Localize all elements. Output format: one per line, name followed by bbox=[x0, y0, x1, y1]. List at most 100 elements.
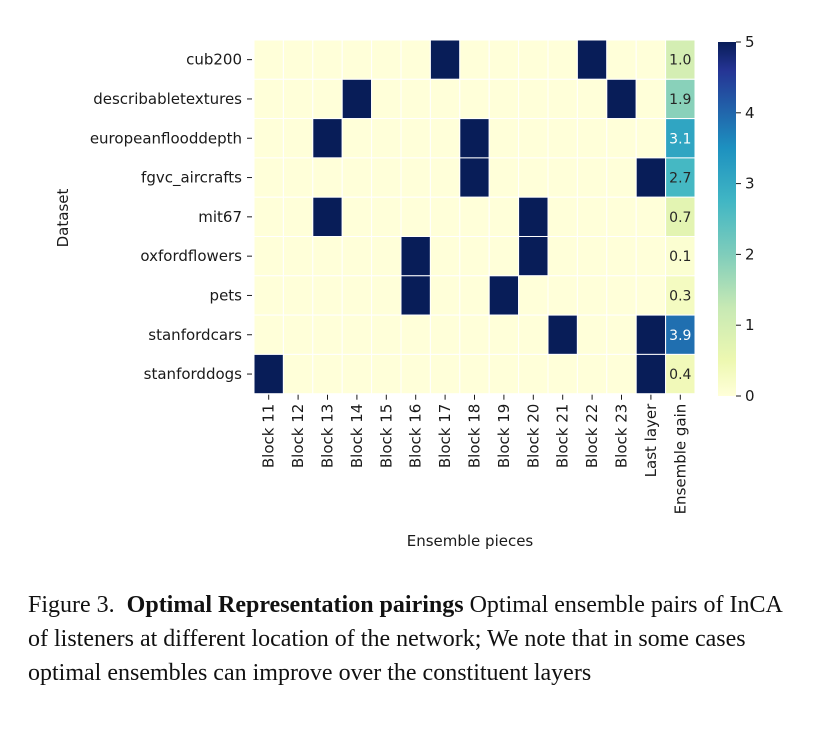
heatmap-cell bbox=[312, 118, 343, 159]
heatmap-cells: 1.0 1.9 3.1 2.7 0.7 0.1 0.3 3.9 0.4 bbox=[253, 39, 696, 395]
heatmap-cell bbox=[400, 236, 431, 277]
heatmap-cell bbox=[665, 39, 696, 80]
heatmap-cell bbox=[400, 118, 431, 159]
heatmap-cell bbox=[341, 39, 373, 80]
heatmap-cell bbox=[400, 353, 431, 395]
caption-text: Optimal ensemble pairs of InCA of listen… bbox=[28, 592, 782, 686]
heatmap-cell bbox=[576, 275, 608, 316]
heatmap-cell bbox=[312, 353, 343, 395]
heatmap-cell bbox=[576, 118, 608, 159]
colorbar-tick-label: 5 bbox=[745, 33, 755, 51]
heatmap-cell bbox=[518, 275, 549, 316]
heatmap-cell bbox=[665, 78, 696, 120]
caption-bold-title: Optimal Representation pairings bbox=[126, 592, 464, 618]
x-tick-label: Block 12 bbox=[289, 404, 307, 468]
heatmap-cell bbox=[635, 314, 667, 355]
heatmap-cell bbox=[459, 275, 490, 316]
x-tick-label: Last layer bbox=[642, 403, 660, 477]
heatmap-cell bbox=[371, 236, 402, 277]
heatmap-cell bbox=[635, 78, 667, 120]
heatmap-cell bbox=[518, 78, 549, 120]
heatmap-cell bbox=[429, 275, 461, 316]
heatmap-cell bbox=[282, 118, 314, 159]
heatmap-cell bbox=[518, 157, 549, 198]
heatmap-cell bbox=[253, 78, 284, 120]
heatmap-cell bbox=[400, 157, 431, 198]
heatmap-cell bbox=[371, 275, 402, 316]
heatmap-cell bbox=[459, 118, 490, 159]
heatmap-cell bbox=[488, 275, 520, 316]
x-tick-label: Block 21 bbox=[554, 404, 572, 468]
heatmap-cell bbox=[429, 157, 461, 198]
x-tick-labels: Block 11 Block 12 Block 13 Block 14 Block 15… bbox=[260, 394, 689, 514]
heatmap-cell bbox=[459, 314, 490, 355]
heatmap-cell bbox=[459, 39, 490, 80]
colorbar-ticks: 0 1 2 3 4 5 bbox=[736, 33, 755, 405]
ensemble-gain-label: 0.1 bbox=[669, 249, 691, 265]
heatmap-cell bbox=[547, 196, 578, 237]
heatmap-cell bbox=[253, 236, 284, 277]
heatmap-cell bbox=[371, 157, 402, 198]
heatmap-cell bbox=[518, 118, 549, 159]
caption-prefix: Figure 3. bbox=[28, 592, 115, 618]
ensemble-gain-label: 1.0 bbox=[669, 53, 691, 69]
heatmap-cell bbox=[606, 78, 637, 120]
heatmap-cell bbox=[400, 314, 431, 355]
heatmap-cell bbox=[518, 196, 549, 237]
heatmap-cell bbox=[635, 39, 667, 80]
heatmap-cell bbox=[547, 118, 578, 159]
heatmap-cell bbox=[341, 236, 373, 277]
heatmap-cell bbox=[606, 236, 637, 277]
y-tick-label: mit67 bbox=[198, 208, 242, 226]
heatmap-cell bbox=[576, 157, 608, 198]
heatmap-cell bbox=[282, 78, 314, 120]
x-tick-label: Block 13 bbox=[319, 404, 337, 468]
heatmap-cell bbox=[635, 118, 667, 159]
y-tick-label: describabletextures bbox=[93, 90, 242, 108]
heatmap-cell bbox=[488, 353, 520, 395]
ensemble-gain-label: 0.4 bbox=[669, 367, 691, 383]
x-tick-label: Block 20 bbox=[524, 404, 542, 468]
heatmap-cell bbox=[459, 196, 490, 237]
ensemble-gain-label: 2.7 bbox=[669, 171, 691, 187]
heatmap-cell bbox=[341, 118, 373, 159]
ensemble-gain-label: 0.7 bbox=[669, 210, 691, 226]
colorbar-tick-label: 3 bbox=[745, 175, 755, 193]
heatmap-cell bbox=[341, 196, 373, 237]
heatmap-cell bbox=[635, 196, 667, 237]
heatmap-cell bbox=[459, 236, 490, 277]
heatmap-cell bbox=[282, 236, 314, 277]
heatmap-cell bbox=[665, 353, 696, 395]
y-tick-label: europeanflooddepth bbox=[90, 129, 242, 147]
heatmap-cell bbox=[606, 196, 637, 237]
heatmap-cell bbox=[665, 236, 696, 277]
x-tick-label: Block 23 bbox=[613, 404, 631, 468]
colorbar-tick-label: 0 bbox=[745, 387, 755, 405]
heatmap-chart: 1.0 1.9 3.1 2.7 0.7 0.1 0.3 3.9 0.4 cub200 descri… bbox=[54, 33, 755, 550]
heatmap-cell bbox=[371, 353, 402, 395]
heatmap-cell bbox=[400, 78, 431, 120]
heatmap-cell bbox=[312, 196, 343, 237]
y-tick-label: stanforddogs bbox=[144, 365, 242, 383]
heatmap-cell bbox=[606, 314, 637, 355]
heatmap-cell bbox=[488, 118, 520, 159]
heatmap-cell bbox=[341, 314, 373, 355]
heatmap-cell bbox=[606, 39, 637, 80]
heatmap-cell bbox=[371, 118, 402, 159]
heatmap-cell bbox=[547, 39, 578, 80]
x-tick-label: Block 18 bbox=[466, 404, 484, 468]
x-tick-label: Block 16 bbox=[407, 404, 425, 468]
heatmap-cell bbox=[253, 118, 284, 159]
heatmap-cell bbox=[547, 275, 578, 316]
heatmap-cell bbox=[547, 157, 578, 198]
ensemble-gain-label: 3.9 bbox=[669, 328, 691, 344]
heatmap-cell bbox=[253, 353, 284, 395]
heatmap-cell bbox=[635, 353, 667, 395]
heatmap-cell bbox=[429, 39, 461, 80]
heatmap-cell bbox=[312, 275, 343, 316]
x-tick-label: Block 22 bbox=[583, 404, 601, 468]
heatmap-cell bbox=[665, 314, 696, 355]
heatmap-cell bbox=[282, 275, 314, 316]
colorbar-tick-label: 4 bbox=[745, 104, 755, 122]
heatmap-cell bbox=[312, 157, 343, 198]
